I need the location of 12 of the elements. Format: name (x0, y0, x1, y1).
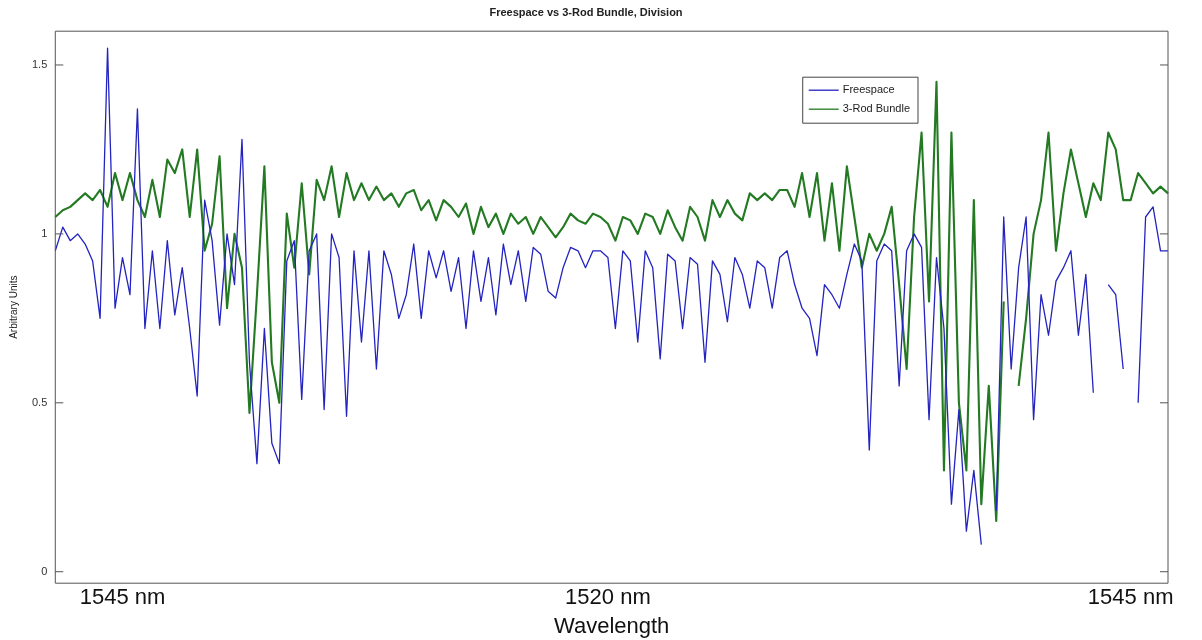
x-axis-title: Wavelength (553, 612, 670, 638)
legend-label: Freespace (842, 83, 895, 96)
y-tick-label: 0 (41, 564, 48, 577)
x-tick-label: 1520 nm (565, 584, 651, 610)
y-tick-label: 1.5 (31, 58, 48, 71)
y-tick-label: 0.5 (31, 395, 48, 408)
x-tick-label: 1545 nm (79, 584, 166, 610)
x-tick-label: 1545 nm (1087, 584, 1174, 610)
chart-title: Freespace vs 3-Rod Bundle, Division (489, 5, 683, 18)
y-tick-label: 1 (41, 226, 48, 239)
y-axis-title: Arbitrary Units (7, 275, 19, 339)
legend-label: 3-Rod Bundle (842, 102, 911, 115)
